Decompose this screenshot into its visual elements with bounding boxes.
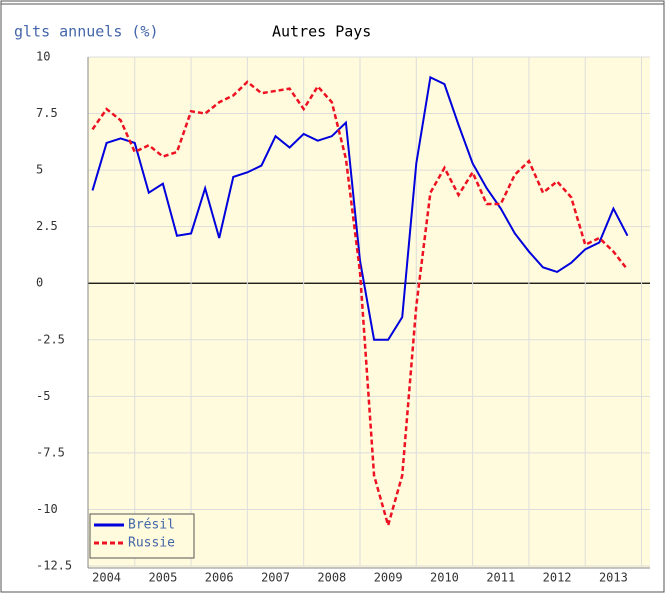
x-tick-label: 2005 (148, 571, 177, 585)
x-tick-label: 2007 (261, 571, 290, 585)
y-tick-label: -10 (36, 502, 58, 516)
chart-title: glts annuels (%) (14, 23, 159, 41)
y-tick-label: 2.5 (36, 219, 58, 233)
x-tick-label: 2008 (317, 571, 346, 585)
legend-label: Brésil (128, 518, 175, 533)
x-tick-label: 2009 (374, 571, 403, 585)
y-tick-label: 7.5 (36, 106, 58, 120)
legend-box (89, 513, 195, 559)
x-tick-label: 2006 (205, 571, 234, 585)
y-tick-label: -2.5 (36, 332, 65, 346)
series-line (91, 75, 629, 341)
legend-label: Russie (128, 536, 175, 551)
x-tick-label: 2010 (430, 571, 459, 585)
chart-subtitle: Autres Pays (272, 23, 371, 41)
x-tick-label: 2011 (486, 571, 515, 585)
y-tick-label: 10 (36, 50, 50, 64)
y-tick-label: 5 (36, 163, 43, 177)
y-tick-label: -12.5 (36, 559, 72, 573)
x-tick-label: 2004 (92, 571, 121, 585)
y-tick-label: -7.5 (36, 445, 65, 459)
x-tick-label: 2013 (599, 571, 628, 585)
y-tick-label: 0 (36, 276, 43, 290)
x-tick-label: 2012 (543, 571, 572, 585)
y-tick-label: -5 (36, 389, 50, 403)
series-line (91, 80, 629, 530)
